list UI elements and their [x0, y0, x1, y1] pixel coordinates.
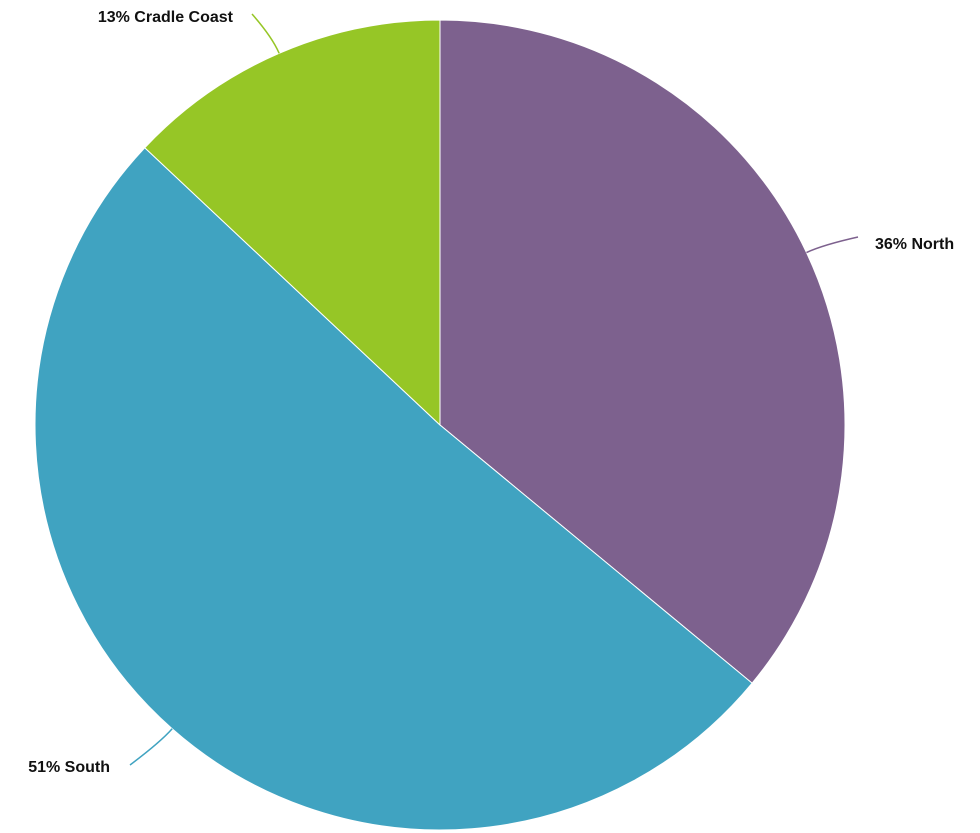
slice-label-cradle-coast: 13% Cradle Coast	[98, 9, 234, 26]
leader-lines	[129, 13, 859, 766]
pie-slices	[34, 19, 846, 831]
pie-slice-south	[34, 147, 753, 831]
pie-slice-north	[439, 19, 846, 684]
leader-line-north	[806, 236, 859, 254]
slice-labels: 36% North 51% South 13% Cradle Coast	[28, 9, 954, 776]
slice-label-north: 36% North	[875, 236, 954, 253]
leader-line-south	[129, 728, 173, 766]
leader-line-cradle-coast	[251, 13, 280, 54]
slice-label-south: 51% South	[28, 759, 110, 776]
